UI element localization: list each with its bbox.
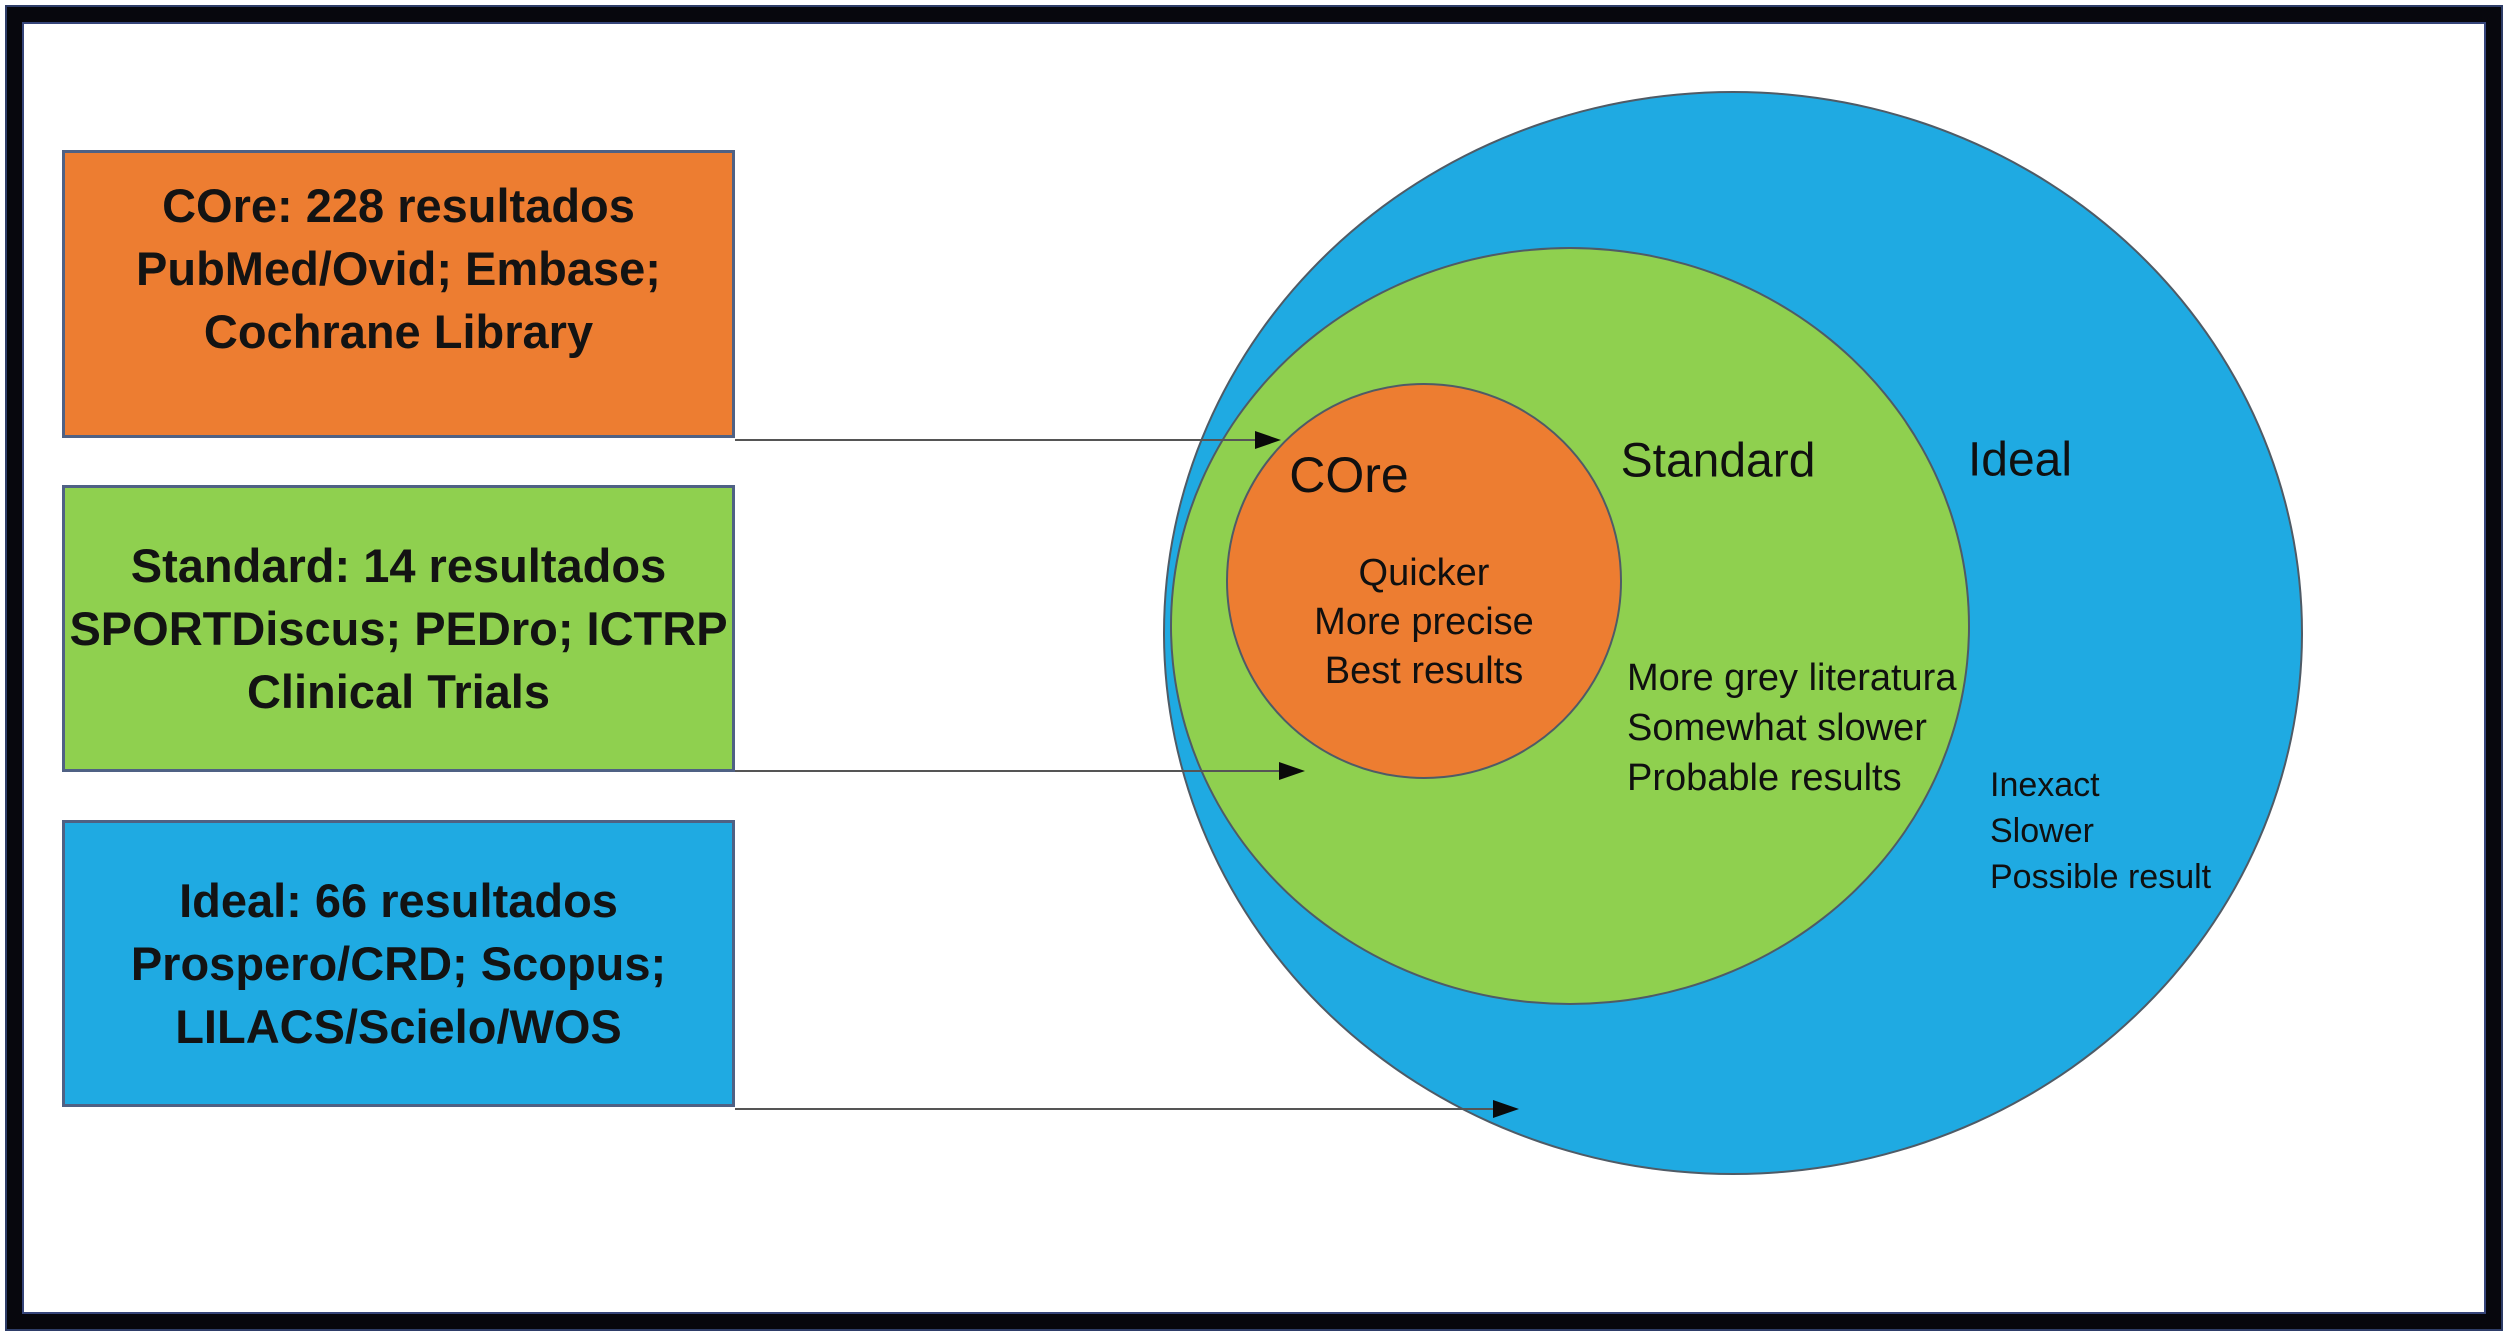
legend-box-ideal-line: Ideal: 66 resultados (179, 874, 618, 927)
arrow-standard-head-icon (1279, 762, 1305, 780)
legend-box-core-line: Cochrane Library (203, 304, 594, 358)
circle-core-label: COre (1289, 447, 1409, 503)
legend-box-standard-line: SPORTDiscus; PEDro; ICTRP (69, 602, 728, 655)
arrow-ideal-line (735, 1108, 1495, 1110)
legend-box-core-line: PubMed/Ovid; Embase; (136, 241, 661, 295)
circle-standard-notes: More grey literatura Somewhat slower Pro… (1627, 653, 1956, 803)
note-line: Best results (1324, 650, 1524, 692)
arrow-core-line (735, 439, 1257, 441)
note-line: More precise (1314, 601, 1534, 643)
note-line: Possible result (1990, 858, 2212, 896)
legend-box-ideal-line: Prospero/CRD; Scopus; (130, 937, 667, 990)
note-line: Probable results (1627, 757, 1902, 799)
circle-ideal-notes: Inexact Slower Possible result (1990, 762, 2211, 900)
note-line: Slower (1990, 812, 2094, 850)
legend-box-ideal-line: LILACS/Scielo/WOS (175, 1000, 622, 1053)
legend-box-standard-line: Clinical Trials (246, 665, 551, 718)
arrow-core-head-icon (1255, 431, 1281, 449)
circle-core-notes: Quicker More precise Best results (1314, 549, 1534, 696)
legend-box-standard-line: Standard: 14 resultados (130, 539, 667, 592)
legend-box-ideal: Ideal: 66 resultados Prospero/CRD; Scopu… (62, 820, 735, 1107)
circle-ideal-label: Ideal (1967, 433, 2073, 487)
legend-box-standard: Standard: 14 resultados SPORTDiscus; PED… (62, 485, 735, 772)
legend-box-core: COre: 228 resultados PubMed/Ovid; Embase… (62, 150, 735, 438)
note-line: Inexact (1990, 766, 2100, 804)
legend-box-core-line: COre: 228 resultados (162, 178, 635, 232)
circle-standard-label: Standard (1620, 434, 1816, 488)
arrow-standard-line (735, 770, 1281, 772)
note-line: Somewhat slower (1627, 707, 1927, 749)
note-line: Quicker (1358, 552, 1490, 594)
arrow-ideal-head-icon (1493, 1100, 1519, 1118)
note-line: More grey literatura (1627, 657, 1957, 699)
circle-core (1226, 383, 1622, 779)
